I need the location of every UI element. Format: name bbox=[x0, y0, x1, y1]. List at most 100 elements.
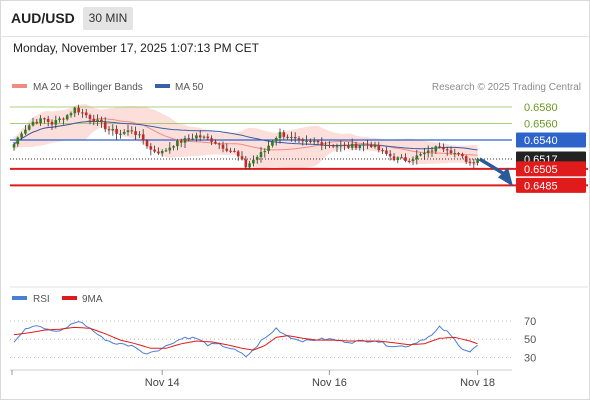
projection-head bbox=[498, 167, 513, 187]
candle-body bbox=[149, 146, 153, 150]
candle-body bbox=[92, 118, 96, 122]
candle-body bbox=[24, 129, 27, 134]
candle-body bbox=[286, 136, 289, 138]
candle-body bbox=[274, 138, 278, 142]
candle-body bbox=[126, 130, 130, 133]
candle-body bbox=[305, 140, 308, 142]
rsi-tick-label: 30 bbox=[524, 352, 536, 364]
candle-body bbox=[100, 119, 103, 123]
candle-body bbox=[426, 150, 430, 153]
candle-body bbox=[449, 150, 453, 154]
rsi-swatch bbox=[12, 296, 27, 300]
candle-body bbox=[324, 144, 327, 146]
candle-body bbox=[464, 156, 468, 162]
candle-body bbox=[392, 156, 396, 161]
moving-averages bbox=[13, 118, 478, 156]
candle-body bbox=[50, 121, 54, 125]
candle-body bbox=[385, 150, 388, 154]
projection-shaft bbox=[478, 157, 506, 176]
candle-body bbox=[278, 132, 282, 139]
candle-body bbox=[73, 107, 77, 114]
candle-body bbox=[476, 158, 479, 163]
rsi-ma-swatch bbox=[62, 296, 77, 300]
level-label: 0.6505 bbox=[524, 164, 558, 176]
candle-body bbox=[43, 118, 46, 120]
candle-body bbox=[267, 145, 270, 151]
candle-body bbox=[259, 152, 263, 158]
candle-body bbox=[236, 151, 240, 157]
candle-body bbox=[46, 118, 50, 122]
candle-body bbox=[461, 154, 464, 157]
candle-body bbox=[290, 137, 293, 139]
rsi-tick-label: 50 bbox=[524, 334, 536, 346]
candle-body bbox=[198, 135, 202, 138]
candle-body bbox=[35, 121, 39, 124]
candle-body bbox=[381, 150, 384, 152]
timeframe-badge[interactable]: 30 MIN bbox=[83, 7, 133, 30]
candle-body bbox=[229, 150, 232, 152]
candle-body bbox=[369, 145, 373, 147]
projection-arrow bbox=[478, 157, 513, 187]
candle-body bbox=[358, 145, 362, 148]
candle-body bbox=[191, 138, 194, 140]
candle-body bbox=[453, 153, 457, 155]
candle-body bbox=[164, 150, 168, 152]
candle-body bbox=[354, 143, 358, 148]
candle-body bbox=[12, 144, 16, 148]
level-label: 0.6560 bbox=[524, 119, 558, 131]
candle-body bbox=[141, 134, 145, 141]
candle-body bbox=[411, 159, 415, 162]
candle-body bbox=[206, 136, 210, 139]
candle-body bbox=[248, 163, 251, 168]
candle-body bbox=[183, 138, 187, 143]
candle-body bbox=[442, 147, 445, 150]
candle-body bbox=[301, 139, 305, 142]
ma20-line bbox=[13, 118, 478, 156]
candle-body bbox=[96, 119, 99, 122]
symbol-label: AUD/USD bbox=[11, 10, 75, 26]
candle-body bbox=[62, 118, 65, 120]
candle-body bbox=[122, 132, 126, 134]
candle-body bbox=[134, 131, 137, 136]
candle-body bbox=[39, 118, 42, 124]
ma50-swatch bbox=[155, 84, 170, 88]
rsi-line bbox=[13, 321, 478, 358]
candle-body bbox=[84, 112, 88, 116]
time-axis: Nov 14 Nov 16 Nov 18 bbox=[11, 370, 495, 389]
candle-body bbox=[400, 157, 403, 159]
ma50-legend-label: MA 50 bbox=[175, 82, 204, 93]
candle-body bbox=[54, 120, 58, 125]
level-label: 0.6540 bbox=[524, 135, 558, 147]
candle-body bbox=[69, 113, 73, 116]
ma50-line bbox=[13, 120, 478, 151]
candle-body bbox=[335, 146, 339, 148]
ma20-legend-label: MA 20 + Bollinger Bands bbox=[33, 82, 143, 93]
candle-body bbox=[107, 129, 111, 131]
level-label: 0.6485 bbox=[524, 180, 558, 192]
rsi-pane: 70 50 30 bbox=[10, 316, 536, 364]
rsi-ma-line bbox=[13, 326, 478, 351]
candle-body bbox=[396, 157, 400, 161]
candle-body bbox=[347, 145, 350, 148]
candle-body bbox=[31, 121, 35, 126]
candle-body bbox=[214, 141, 217, 144]
candle-body bbox=[179, 140, 183, 143]
candle-body bbox=[312, 140, 316, 142]
candle-body bbox=[81, 112, 84, 114]
rsi-legend: RSI 9MA bbox=[12, 294, 103, 305]
candle-body bbox=[111, 128, 115, 131]
candle-body bbox=[415, 155, 419, 160]
candle-body bbox=[331, 145, 335, 147]
level-label-box bbox=[516, 132, 586, 148]
candle-body bbox=[221, 144, 225, 149]
candle-body bbox=[20, 133, 23, 138]
candle-body bbox=[153, 149, 156, 152]
candle-body bbox=[160, 151, 164, 154]
candle-body bbox=[16, 137, 20, 145]
candle-body bbox=[119, 133, 122, 135]
x-tick-label: Nov 18 bbox=[460, 377, 495, 389]
candle-body bbox=[271, 141, 274, 146]
